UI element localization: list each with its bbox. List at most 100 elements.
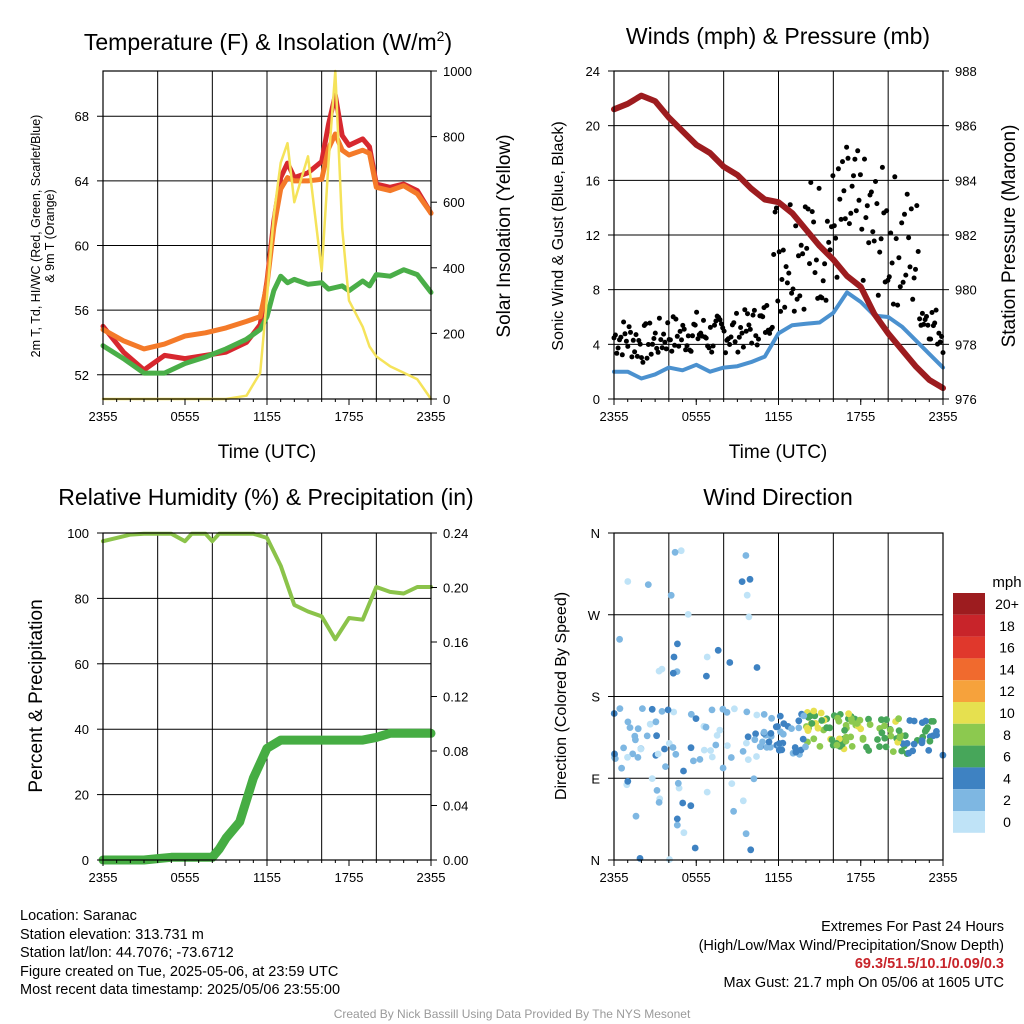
gust-point	[808, 180, 814, 185]
direction-title: Wind Direction	[703, 484, 853, 510]
y-tick-label: 60	[75, 657, 89, 672]
gust-point	[819, 295, 825, 301]
gust-point	[651, 336, 657, 341]
gust-point	[665, 320, 671, 326]
gust-point	[706, 345, 712, 351]
y-tick-label: 80	[75, 591, 89, 606]
gust-point	[782, 304, 788, 310]
gust-point	[902, 211, 907, 217]
direction-point	[881, 722, 888, 730]
x-tick-label: 0555	[682, 409, 711, 424]
gust-point	[760, 314, 766, 320]
x-tick-label: 1155	[253, 409, 281, 424]
y-tick-label: 24	[586, 64, 600, 79]
gust-point	[924, 314, 929, 319]
gust-point	[731, 320, 737, 326]
direction-point	[692, 715, 700, 722]
y-tick-label: S	[591, 690, 600, 705]
direction-point	[910, 740, 918, 748]
direction-point	[791, 744, 799, 751]
gust-point	[823, 297, 829, 303]
direction-point	[810, 735, 818, 743]
colorbar-swatch	[953, 658, 985, 681]
direction-point	[714, 646, 722, 654]
temperature-xlabel: Time (UTC)	[218, 442, 317, 463]
gust-point	[911, 275, 917, 281]
direction-point	[743, 591, 751, 599]
x-tick-label: 2355	[89, 409, 118, 424]
direction-point	[674, 640, 681, 648]
y-right-tick-label: 1000	[443, 64, 472, 79]
direction-point	[895, 727, 903, 734]
gust-point	[842, 216, 848, 222]
direction-point	[716, 726, 724, 734]
x-tick-label: 2355	[417, 870, 446, 885]
direction-point	[654, 750, 662, 758]
direction-point	[739, 797, 747, 805]
colorbar-label: 8	[1003, 727, 1011, 743]
gust-point	[928, 336, 934, 342]
direction-point	[744, 756, 752, 763]
x-tick-label: 0555	[171, 870, 200, 885]
gust-point	[637, 341, 643, 347]
direction-point	[823, 724, 831, 732]
direction-point	[679, 799, 687, 807]
wind-title: Winds (mph) & Pressure (mb)	[626, 23, 930, 49]
direction-point	[703, 672, 710, 680]
gust-point	[893, 236, 899, 242]
gust-point	[618, 334, 624, 340]
direction-point	[696, 756, 704, 763]
gust-point	[630, 337, 636, 343]
gust-point	[685, 333, 691, 339]
direction-point	[906, 717, 914, 724]
direction-point	[760, 728, 768, 736]
direction-point	[767, 730, 775, 737]
gust-point	[743, 328, 749, 334]
direction-point	[662, 763, 669, 770]
direction-point	[702, 723, 710, 731]
gust-point	[826, 239, 832, 245]
y-tick-label: 100	[67, 526, 89, 541]
gust-point	[870, 229, 876, 235]
gust-point	[874, 201, 880, 207]
direction-point	[669, 669, 677, 677]
gust-point	[834, 274, 840, 280]
direction-point	[804, 727, 812, 734]
y-right-tick-label: 0.20	[443, 581, 468, 596]
gust-point	[779, 277, 785, 282]
direction-point	[671, 548, 679, 556]
direction-point	[616, 635, 623, 643]
x-tick-label: 1155	[253, 870, 281, 885]
direction-point	[751, 736, 759, 744]
gust-point	[712, 322, 717, 328]
direction-point	[878, 716, 885, 724]
temperature-ylabel-line2: & 9m T (Orange)	[43, 189, 57, 282]
x-tick-label: 2355	[600, 409, 629, 424]
y-tick-label: 0	[593, 392, 600, 407]
y-right-tick-label: 800	[443, 130, 465, 145]
direction-point	[739, 748, 747, 755]
direction-point	[768, 714, 775, 722]
direction-point	[707, 747, 714, 754]
colorbar-swatch	[953, 680, 985, 702]
direction-point	[719, 764, 727, 772]
gust-point	[796, 253, 801, 259]
gust-point	[827, 247, 833, 253]
gust-point	[780, 247, 786, 253]
direction-point	[712, 741, 720, 749]
y-right-tick-label: 200	[443, 326, 465, 341]
direction-point	[808, 720, 816, 727]
gust-point	[798, 242, 804, 248]
gust-point	[643, 321, 649, 327]
direction-point	[677, 547, 685, 555]
direction-point	[687, 744, 695, 752]
direction-point	[655, 667, 663, 675]
y-right-tick-label: 0.24	[443, 526, 468, 541]
colorbar-label: 18	[999, 618, 1015, 634]
y-right-tick-label: 0.16	[443, 635, 468, 650]
humidity-series	[98, 531, 436, 865]
direction-point	[708, 706, 716, 714]
gust-point	[910, 296, 916, 302]
direction-point	[648, 775, 656, 782]
direction-point	[690, 757, 697, 765]
